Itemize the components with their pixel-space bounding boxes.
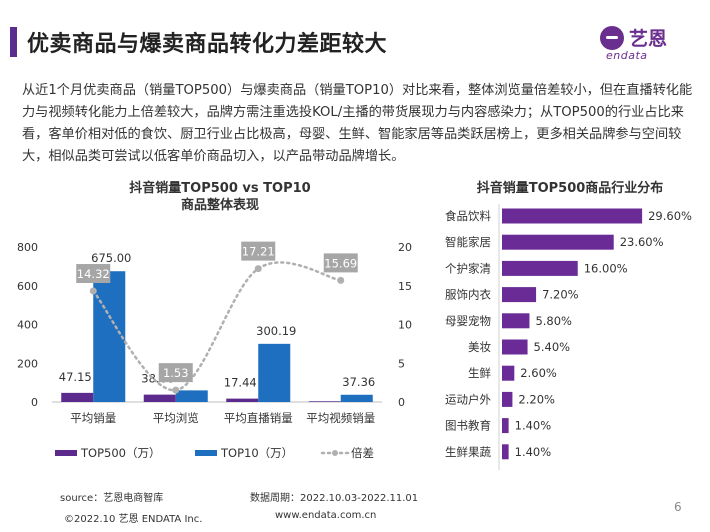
- page-number: 6: [674, 500, 682, 514]
- y-right-tick-label: 20: [398, 241, 412, 254]
- left-chart-title: 抖音销量TOP500 vs TOP10 商品整体表现: [129, 181, 311, 213]
- data-period: 数据周期：2022.10.03-2022.11.01: [250, 493, 419, 504]
- industry-value-label: 5.40%: [534, 340, 571, 354]
- industry-label: 生鲜果蔬: [445, 445, 491, 459]
- industry-bar: [502, 208, 643, 224]
- bar-top10: [258, 343, 291, 402]
- industry-label: 生鲜: [468, 366, 491, 380]
- bar-top500: [61, 392, 94, 402]
- logo-text-en: endata: [606, 49, 648, 62]
- top10-value-label: 675.00: [91, 251, 131, 265]
- top500-value-label: 17.44: [224, 376, 257, 390]
- ratio-value-label: 17.21: [242, 245, 275, 259]
- industry-label: 智能家居: [445, 235, 491, 249]
- endata-logo: 艺恩 endata: [600, 24, 695, 62]
- ratio-value-label: 14.32: [77, 267, 110, 281]
- industry-label: 服饰内衣: [445, 288, 491, 302]
- legend-label-top10: TOP10（万）: [220, 446, 293, 460]
- top10-value-label: 37.36: [342, 375, 375, 389]
- industry-bar: [502, 391, 513, 407]
- industry-bar: [502, 234, 614, 250]
- industry-label: 运动户外: [445, 392, 491, 406]
- ratio-label-box: [323, 253, 358, 273]
- industry-bar: [502, 339, 528, 355]
- title-accent-bar: [10, 27, 17, 57]
- industry-bar: [502, 444, 509, 460]
- ratio-line: [92, 261, 342, 392]
- top10-value-label: 300.19: [256, 324, 296, 338]
- ratio-point: [172, 386, 180, 394]
- ratio-point: [337, 276, 345, 284]
- y-left-tick-label: 0: [31, 396, 38, 409]
- endata-e-icon: [600, 26, 624, 50]
- legend-label-top500: TOP500（万）: [80, 446, 160, 460]
- ratio-value-label: 15.69: [324, 256, 357, 270]
- ratio-point: [89, 287, 97, 295]
- industry-value-label: 1.40%: [515, 445, 552, 459]
- legend-marker-ratio: [332, 450, 338, 456]
- comparison-chart: 02004006008000510152047.15675.00平均销量38.0…: [17, 241, 412, 460]
- legend-swatch-top10: [195, 450, 217, 456]
- bar-top500: [308, 401, 341, 402]
- industry-bar: [502, 260, 578, 276]
- page-title: 优卖商品与爆卖商品转化力差距较大: [27, 32, 388, 57]
- industry-bar: [502, 287, 537, 303]
- top500-value-label: 47.15: [59, 370, 92, 384]
- ratio-label-box: [241, 241, 276, 261]
- y-right-tick-label: 15: [398, 280, 412, 293]
- industry-label: 美妆: [468, 340, 491, 354]
- bar-top500: [143, 394, 176, 402]
- copyright: ©2022.10 艺恩 ENDATA Inc.: [64, 514, 203, 525]
- industry-label: 母婴宠物: [445, 314, 491, 328]
- bar-top500: [226, 398, 259, 402]
- y-left-tick-label: 600: [17, 280, 38, 293]
- bar-top10: [340, 394, 373, 402]
- legend-label-ratio: 倍差: [351, 446, 374, 460]
- ratio-value-label: 1.53: [163, 366, 189, 380]
- legend-swatch-top500: [55, 450, 77, 456]
- ratio-label-box: [158, 363, 193, 383]
- industry-value-label: 2.60%: [520, 366, 557, 380]
- industry-distribution-chart: 食品饮料 29.60% 智能家居 23.60% 个护家清 16.00% 服饰内衣 7.20% 母…: [445, 204, 692, 470]
- bar-top10: [93, 271, 126, 402]
- y-right-tick-label: 10: [398, 319, 412, 332]
- x-tick-label: 平均浏览: [153, 411, 199, 425]
- y-right-tick-label: 0: [398, 396, 405, 409]
- industry-value-label: 23.60%: [620, 235, 664, 249]
- industry-value-label: 5.80%: [535, 314, 572, 328]
- industry-bar: [502, 313, 530, 329]
- x-tick-label: 平均视频销量: [306, 411, 375, 425]
- industry-value-label: 2.20%: [518, 392, 555, 406]
- industry-label: 食品饮料: [445, 209, 491, 223]
- industry-value-label: 1.40%: [515, 419, 552, 433]
- y-left-tick-label: 400: [17, 319, 38, 332]
- x-tick-label: 平均直播销量: [224, 411, 293, 425]
- ratio-label-box: [76, 264, 111, 284]
- industry-label: 图书教育: [445, 419, 491, 433]
- intro-paragraph: 从近1个月优卖商品（销量TOP500）与爆卖商品（销量TOP10）对比来看，整体…: [22, 83, 693, 164]
- industry-value-label: 7.20%: [542, 288, 579, 302]
- y-left-tick-label: 800: [17, 241, 38, 254]
- industry-bar: [502, 418, 509, 434]
- bar-top10: [175, 390, 208, 402]
- ratio-point: [254, 265, 262, 273]
- source-note: source：艺恩电商智库: [60, 493, 164, 504]
- industry-bar: [502, 365, 515, 381]
- industry-label: 个护家清: [445, 261, 491, 275]
- right-chart-title: 抖音销量TOP500商品行业分布: [476, 181, 664, 196]
- y-left-tick-label: 200: [17, 357, 38, 370]
- logo-text-cn: 艺恩: [629, 28, 668, 50]
- website-link[interactable]: www.endata.com.cn: [275, 510, 377, 521]
- industry-value-label: 29.60%: [648, 209, 692, 223]
- x-tick-label: 平均销量: [70, 411, 116, 425]
- industry-value-label: 16.00%: [584, 261, 628, 275]
- y-right-tick-label: 5: [398, 357, 405, 370]
